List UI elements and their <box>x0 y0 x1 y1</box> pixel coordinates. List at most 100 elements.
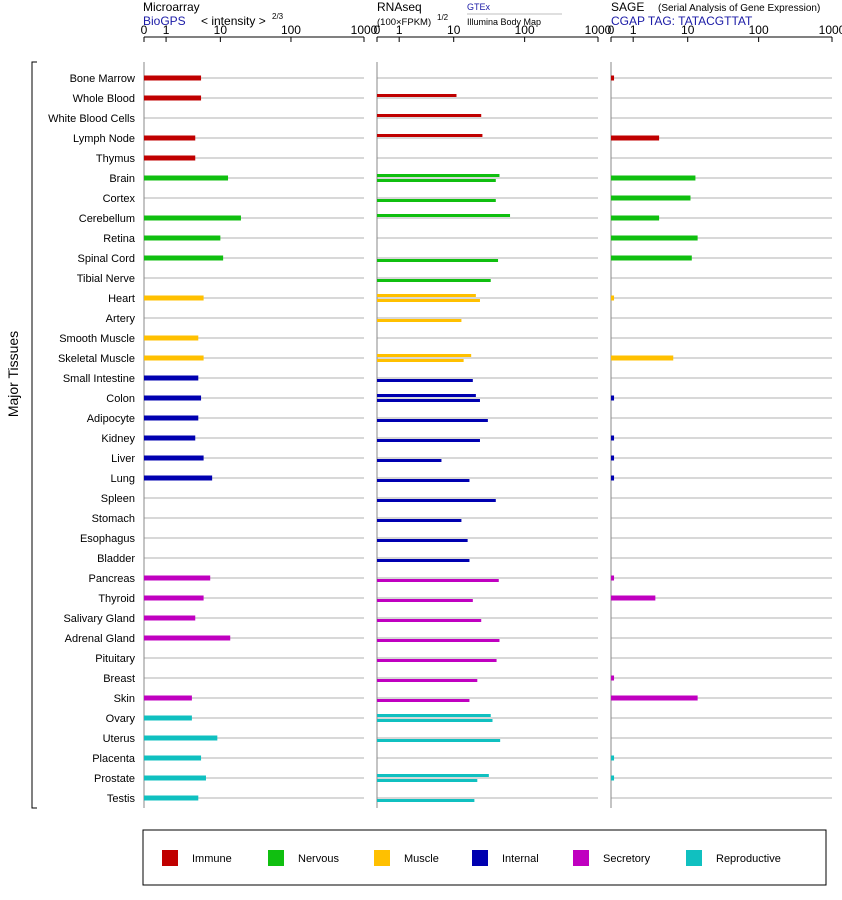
microarray-bar <box>144 135 196 141</box>
tissue-label: Whole Blood <box>73 93 135 105</box>
axis-tick-label: 10 <box>681 23 695 37</box>
microarray-source-link[interactable]: BioGPS <box>143 14 186 28</box>
rnaseq-gtex-link[interactable]: GTEx <box>467 2 491 12</box>
sage-bar <box>611 255 692 261</box>
tissue-label: Adipocyte <box>87 413 135 425</box>
major-tissues-bracket <box>31 61 37 809</box>
major-tissues-label: Major Tissues <box>5 331 21 417</box>
sage-subtitle: (Serial Analysis of Gene Expression) <box>658 3 820 14</box>
rnaseq-exponent: 1/2 <box>437 13 449 22</box>
sage-bar <box>611 295 615 301</box>
rnaseq-gtex-bar <box>377 394 476 397</box>
rnaseq-ibm-bar <box>377 719 493 722</box>
rnaseq-gtex-bar <box>377 134 483 137</box>
legend-label: Muscle <box>404 853 439 865</box>
axis-tick-label: 1 <box>630 23 637 37</box>
tissue-labels: Bone Marrow Whole Blood White Blood Cells L… <box>48 73 136 805</box>
rnaseq-ibm-bar <box>377 499 496 502</box>
axis-tick-label: 0 <box>374 23 381 37</box>
rnaseq-ibm-bar <box>377 599 473 602</box>
microarray-bar <box>144 775 206 781</box>
microarray-bar <box>144 95 202 101</box>
rnaseq-ibm-bar <box>377 699 470 702</box>
tissue-label: Spinal Cord <box>78 253 135 265</box>
tissue-label: Skeletal Muscle <box>58 353 135 365</box>
tissue-label: Spleen <box>101 493 135 505</box>
sage-bar <box>611 775 615 781</box>
rnaseq-ibm-bar <box>377 799 475 802</box>
rnaseq-ibm-bar <box>377 739 501 742</box>
sage-bar <box>611 135 660 141</box>
tissue-label: White Blood Cells <box>48 113 135 125</box>
rnaseq-gtex-bar <box>377 174 500 177</box>
tissue-label: Kidney <box>101 433 135 445</box>
bars <box>144 75 698 802</box>
rnaseq-ibm-bar <box>377 299 480 302</box>
axis-tick-label: 0 <box>141 23 148 37</box>
microarray-bar <box>144 635 231 641</box>
rnaseq-ibm-bar <box>377 479 470 482</box>
rnaseq-ibm-bar <box>377 279 491 282</box>
microarray-bar <box>144 355 204 361</box>
tissue-label: Uterus <box>103 733 136 745</box>
legend-label: Immune <box>192 853 232 865</box>
sage-bar <box>611 395 615 401</box>
axis-tick-label: 10 <box>447 23 461 37</box>
tissue-label: Cerebellum <box>79 213 135 225</box>
microarray-bar <box>144 335 199 341</box>
tissue-label: Thyroid <box>98 593 135 605</box>
axis-tick-label: 1000 <box>351 23 378 37</box>
microarray-exponent: 2/3 <box>272 12 284 21</box>
tissue-label: Bone Marrow <box>70 73 135 85</box>
sage-bar <box>611 435 615 441</box>
sage-bar <box>611 195 691 201</box>
axis-tick-label: 10 <box>214 23 228 37</box>
microarray-bar <box>144 415 199 421</box>
microarray-bar <box>144 575 211 581</box>
legend-swatch-secretory <box>573 850 589 866</box>
microarray-bar <box>144 755 202 761</box>
legend: Immune Nervous Muscle Internal Secretory Repr… <box>162 850 781 866</box>
rnaseq-ibm-bar <box>377 419 488 422</box>
microarray-bar <box>144 75 202 81</box>
microarray-bar <box>144 695 192 701</box>
rnaseq-ibm-label: Illumina Body Map <box>467 17 541 27</box>
tissue-label: Prostate <box>94 773 135 785</box>
tissue-label: Lymph Node <box>73 133 135 145</box>
sage-bar <box>611 675 615 681</box>
tissue-label: Adrenal Gland <box>65 633 135 645</box>
legend-swatch-muscle <box>374 850 390 866</box>
legend-label: Nervous <box>298 853 339 865</box>
tissue-label: Artery <box>106 313 136 325</box>
microarray-bar <box>144 215 241 221</box>
tissue-label: Liver <box>111 453 135 465</box>
rnaseq-title: RNAseq <box>377 0 422 14</box>
microarray-units: < intensity > <box>201 14 266 28</box>
legend-swatch-reproductive <box>686 850 702 866</box>
tissue-label: Thymus <box>96 153 136 165</box>
rnaseq-ibm-bar <box>377 179 496 182</box>
microarray-bar <box>144 375 199 381</box>
microarray-bar <box>144 435 196 441</box>
tissue-label: Lung <box>111 473 135 485</box>
microarray-bar <box>144 175 229 181</box>
sage-tag-link[interactable]: CGAP TAG: TATACGTTAT <box>611 14 753 28</box>
rnaseq-gtex-bar <box>377 214 511 217</box>
microarray-bar <box>144 455 204 461</box>
sage-bar <box>611 595 656 601</box>
sage-bar <box>611 455 615 461</box>
rnaseq-ibm-bar <box>377 659 497 662</box>
rnaseq-ibm-bar <box>377 679 478 682</box>
microarray-bar <box>144 235 221 241</box>
sage-bar <box>611 215 660 221</box>
legend-label: Reproductive <box>716 853 781 865</box>
sage-bar <box>611 755 615 761</box>
rnaseq-gtex-bar <box>377 774 489 777</box>
rnaseq-gtex-bar <box>377 294 476 297</box>
rnaseq-ibm-bar <box>377 359 464 362</box>
microarray-bar <box>144 295 204 301</box>
microarray-bar <box>144 395 202 401</box>
sage-title: SAGE <box>611 0 644 14</box>
tissue-label: Cortex <box>103 193 136 205</box>
axis-tick-label: 1000 <box>585 23 612 37</box>
